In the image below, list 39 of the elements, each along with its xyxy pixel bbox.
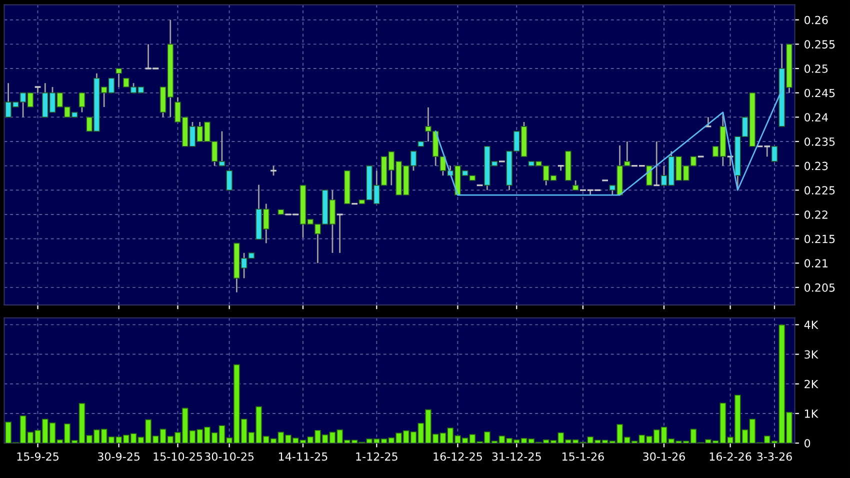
y-tick-label: 0.255 (804, 40, 835, 49)
candlestick (78, 92, 86, 113)
y-tick-label: 3K (804, 350, 818, 359)
x-tick-label: 1-12-25 (356, 452, 398, 461)
x-tick-label: 14-11-25 (278, 452, 328, 461)
y-tick-label: 0.245 (804, 88, 835, 98)
x-tick-label: 30-10-25 (204, 452, 254, 461)
y-tick-label: 0.215 (804, 234, 835, 244)
y-tick-label: 0.235 (804, 137, 835, 146)
y-tick-label: 0.205 (804, 283, 835, 292)
candlestick (270, 165, 278, 176)
candlestick (652, 140, 660, 186)
y-tick-label: 0.24 (804, 113, 828, 122)
x-tick-label: 15-10-25 (154, 452, 202, 461)
y-tick-label: 4K (804, 320, 818, 329)
x-tick-label: 16-2-26 (710, 452, 752, 461)
y-tick-label: 1K (805, 410, 818, 418)
x-tick-label: 3-3-26 (757, 452, 792, 461)
y-tick-label: 0.225 (804, 186, 835, 195)
x-tick-label: 30-1-26 (643, 452, 685, 461)
y-tick-label: 0.22 (804, 210, 828, 219)
candlestick (226, 170, 232, 191)
candlestick (116, 68, 122, 88)
y-tick-label: 0.23 (804, 162, 828, 170)
y-tick-label: 0 (804, 439, 810, 448)
y-tick-label: 0.21 (804, 259, 828, 268)
x-tick-label: 31-12-25 (492, 452, 541, 461)
x-tick-label: 15-9-25 (17, 452, 58, 461)
candlestick (572, 180, 579, 191)
candlestick (336, 214, 344, 254)
x-tick-label: 16-12-25 (434, 452, 482, 461)
candlestick (771, 146, 778, 162)
y-tick-label: 0.26 (804, 16, 828, 24)
y-tick-label: 2K (804, 380, 818, 388)
y-tick-label: 0.25 (804, 64, 828, 73)
candlestick (34, 86, 42, 94)
x-tick-label: 15-1-26 (562, 452, 604, 461)
x-tick-label: 30-9-25 (98, 452, 140, 461)
candlestick (646, 165, 652, 186)
